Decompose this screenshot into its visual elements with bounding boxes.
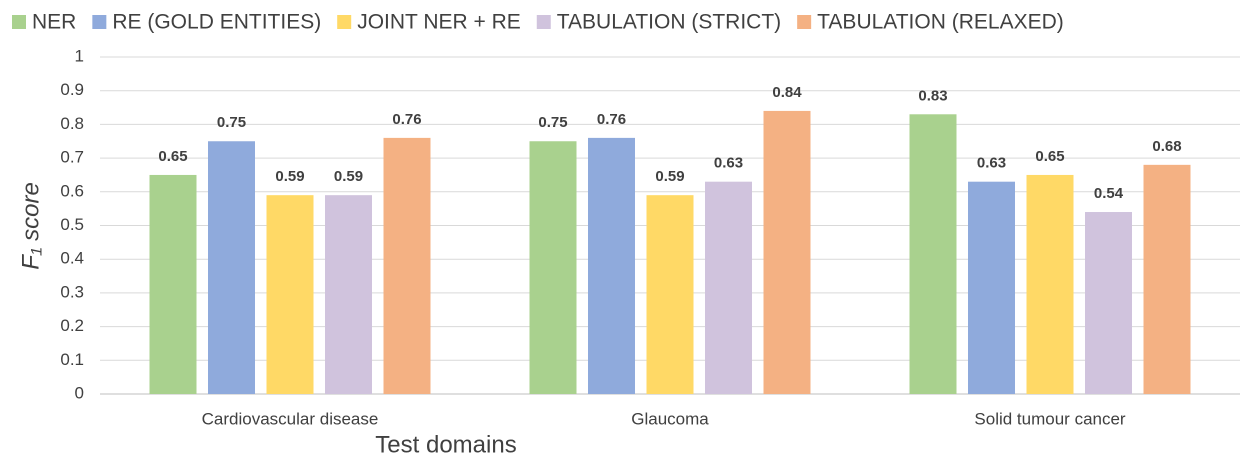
x-axis-label: Test domains	[375, 431, 516, 457]
y-tick-label: 0.3	[60, 282, 84, 301]
y-tick-label: 1	[75, 46, 84, 65]
legend-label: TABULATION (RELAXED)	[817, 11, 1064, 34]
bar	[1143, 164, 1191, 394]
value-label: 0.84	[772, 84, 802, 101]
y-tick-label: 0.7	[60, 148, 84, 167]
legend-swatch	[92, 15, 107, 29]
bar	[763, 110, 811, 395]
y-tick-label: 0.8	[60, 114, 84, 133]
bar	[588, 137, 635, 394]
value-label: 0.83	[918, 87, 947, 104]
y-tick-label: 0	[75, 383, 84, 402]
bar	[1026, 174, 1074, 394]
legend-swatch	[12, 15, 26, 29]
value-label: 0.65	[158, 148, 187, 165]
legend-label: RE (GOLD ENTITIES)	[112, 11, 321, 34]
value-label: 0.63	[714, 155, 743, 172]
value-label: 0.75	[217, 114, 246, 131]
legend-label: JOINT NER + RE	[357, 11, 521, 34]
bar	[646, 195, 694, 394]
bar	[968, 181, 1015, 394]
legend-swatch	[797, 15, 812, 29]
value-label: 0.68	[1152, 138, 1181, 155]
y-tick-label: 0.1	[60, 350, 84, 369]
y-tick-label: 0.6	[60, 181, 84, 200]
value-label: 0.63	[977, 155, 1006, 172]
legend-swatch	[536, 15, 551, 29]
bar	[208, 141, 255, 394]
y-tick-label: 0.4	[60, 249, 84, 268]
value-label: 0.65	[1035, 148, 1064, 165]
legend-swatch	[337, 15, 352, 29]
y-tick-label: 0.9	[60, 80, 84, 99]
bar	[325, 195, 372, 394]
y-axis-label: F₁ score	[17, 182, 44, 270]
y-tick-label: 0.5	[60, 215, 84, 234]
value-label: 0.59	[275, 168, 304, 185]
bar	[529, 141, 577, 394]
value-label: 0.59	[334, 168, 363, 185]
value-label: 0.75	[538, 114, 567, 131]
y-tick-label: 0.2	[60, 316, 84, 335]
legend-label: TABULATION (STRICT)	[557, 11, 781, 34]
value-label: 0.76	[597, 111, 626, 128]
x-tick-label: Glaucoma	[631, 409, 709, 428]
bar	[149, 174, 197, 394]
bar	[266, 195, 314, 394]
value-label: 0.76	[392, 111, 421, 128]
x-tick-label: Cardiovascular disease	[202, 409, 379, 428]
bar	[383, 137, 431, 394]
bar	[1085, 212, 1132, 394]
value-label: 0.59	[655, 168, 684, 185]
bar	[705, 181, 752, 394]
bar	[909, 114, 957, 394]
x-tick-label: Solid tumour cancer	[974, 409, 1126, 428]
value-label: 0.54	[1094, 185, 1124, 202]
legend-label: NER	[32, 11, 76, 34]
